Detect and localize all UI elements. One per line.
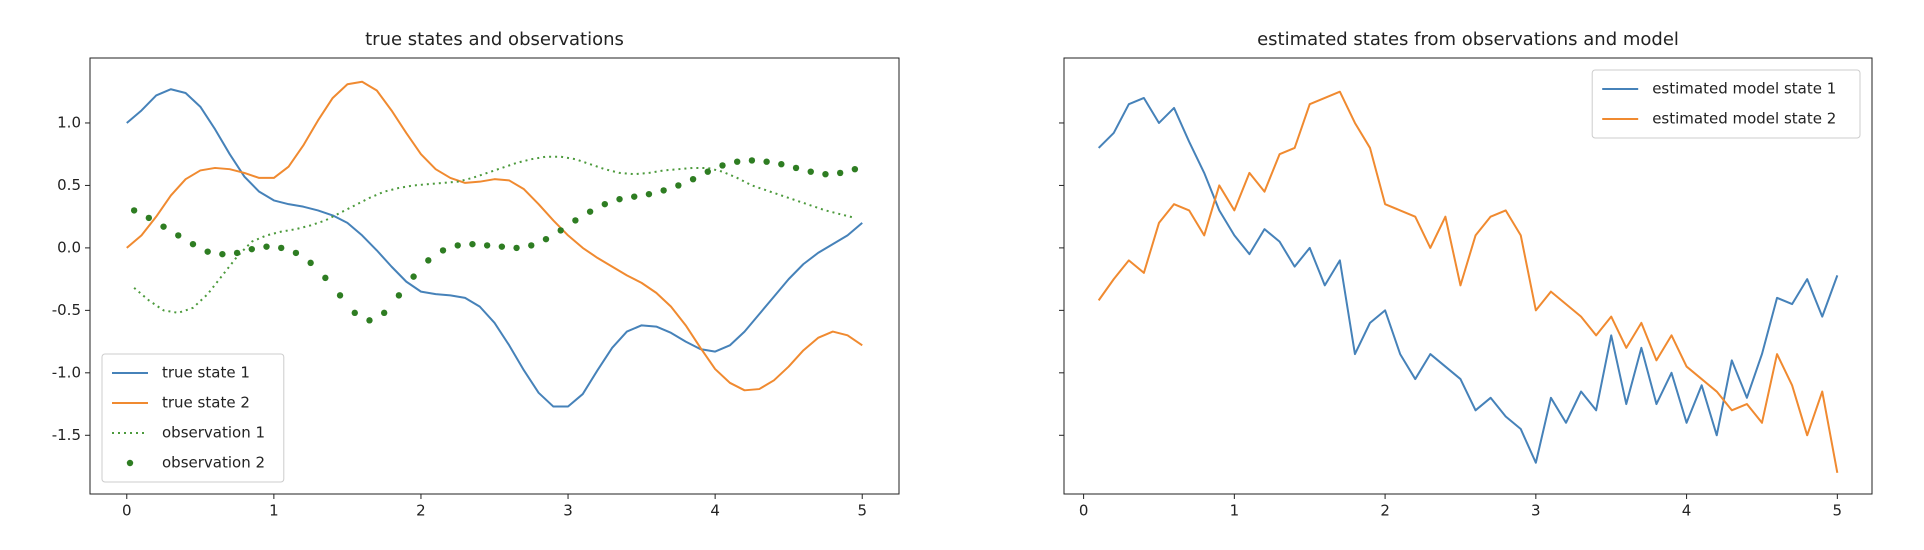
marker [704,168,711,175]
line [126,80,863,392]
subplot: estimated states from observations and m… [1059,29,1873,520]
x-tick-label: 4 [710,502,720,520]
legend-marker [126,459,134,467]
marker [822,170,829,178]
marker [322,274,329,282]
x-tick-label: 1 [269,502,279,520]
marker [366,317,373,324]
marker [130,207,138,214]
y-tick-label: -1.0 [52,363,81,381]
marker [498,243,506,250]
marker [483,242,491,249]
marker [292,249,300,257]
marker [586,208,594,215]
marker [454,242,461,249]
marker [469,240,476,248]
legend-label: estimated model state 2 [1652,110,1836,128]
legend: true state 1 true state 2 observation 1 obs… [101,353,285,483]
marker [425,257,432,264]
marker [645,190,653,198]
legend-box [1591,69,1861,139]
marker [675,182,682,189]
x-tick-label: 4 [1682,502,1692,520]
legend-label: observation 1 [162,424,265,442]
x-tick-label: 2 [416,502,426,520]
marker [836,169,844,177]
x-tick-label: 0 [1079,502,1089,520]
line [1097,90,1839,473]
marker [557,227,564,234]
legend-label: observation 2 [162,454,265,472]
y-tick-label: 0.5 [57,176,81,194]
y-tick-label: -0.5 [52,301,81,319]
x-tick-label: 3 [563,502,573,520]
marker [513,244,520,252]
marker [410,273,417,280]
line [126,88,863,408]
marker [616,195,623,203]
marker [351,309,358,317]
marker [336,292,344,299]
x-tick-label: 5 [857,502,867,520]
plot-area [1097,90,1839,473]
plot-area [126,80,863,408]
marker [631,193,638,200]
marker [233,249,241,257]
legend-label: true state 2 [162,394,250,412]
line [1097,96,1839,464]
legend-label: true state 1 [162,364,250,382]
x-tick-label: 3 [1531,502,1541,520]
marker [189,240,197,248]
marker [734,158,741,165]
marker [204,248,211,255]
marker [748,157,756,164]
marker [660,187,667,194]
legend: estimated model state 1 estimated model s… [1591,69,1861,139]
marker [807,168,814,175]
marker [763,158,770,165]
x-tick-label: 5 [1833,502,1843,520]
y-tick-label: 1.0 [57,113,81,131]
legend-box [101,353,285,483]
marker [175,232,182,239]
x-tick-label: 0 [122,502,132,520]
marker [689,175,697,183]
legend-label: estimated model state 1 [1652,80,1836,98]
marker [263,243,270,250]
marker [439,247,447,254]
axes-frame [89,57,900,495]
marker [792,164,800,172]
marker [542,235,550,243]
marker [278,244,285,252]
marker [160,223,167,230]
marker [380,309,388,317]
marker [719,162,726,169]
marker [601,200,609,208]
chart-title: estimated states from observations and m… [1257,29,1679,50]
marker [219,250,226,258]
x-tick-label: 1 [1230,502,1240,520]
marker [307,259,314,267]
marker [778,160,785,168]
x-tick-label: 2 [1380,502,1390,520]
marker [572,217,579,224]
marker [395,292,403,299]
subplot: true states and observations 0 1 2 3 4 5 -1.5 -1… [52,29,900,520]
chart-title: true states and observations [365,29,624,50]
marker [145,214,153,222]
marker [851,165,859,173]
axes-frame [1063,57,1873,495]
y-tick-label: 0.0 [57,238,81,256]
y-tick-label: -1.5 [52,426,81,444]
marker [248,245,255,253]
marker [528,242,535,249]
